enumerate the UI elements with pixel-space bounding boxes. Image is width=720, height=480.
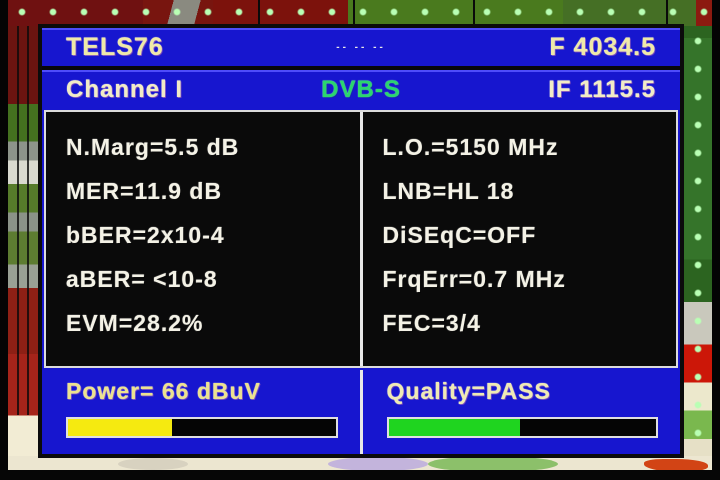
video-line xyxy=(473,0,475,26)
panel-divider xyxy=(359,112,363,366)
channel-label: Channel I xyxy=(66,76,184,103)
measurement-row-lnb: LNB=HL 18 xyxy=(382,178,515,204)
measurement-row-nmarg: N.Marg=5.5 dB xyxy=(66,134,240,160)
dvb-standard-label: DVB-S xyxy=(321,76,401,103)
video-segment xyxy=(143,0,213,26)
video-blob-gray xyxy=(118,458,188,470)
video-line xyxy=(353,0,355,26)
video-background-bottom xyxy=(8,456,712,472)
measurement-row-bber: bBER=2x10-4 xyxy=(66,222,225,248)
header-separator-dashes: -- -- -- xyxy=(336,41,386,53)
header-bar: TELS76 -- -- -- F 4034.5 xyxy=(42,28,680,64)
bar-divider xyxy=(42,66,680,70)
signal-meter-osd: TELS76 -- -- -- F 4034.5 Channel I DVB-S… xyxy=(38,24,684,458)
video-blob-red xyxy=(644,459,708,472)
measurement-row-evm: EVM=28.2% xyxy=(66,310,204,336)
measurement-row-lo: L.O.=5150 MHz xyxy=(382,134,559,160)
video-segment xyxy=(563,0,696,26)
measurements-column-left: N.Marg=5.5 dB MER=11.9 dB bBER=2x10-4 aB… xyxy=(46,112,360,366)
measurement-row-diseqc: DiSEqC=OFF xyxy=(382,222,537,248)
osd-inner: TELS76 -- -- -- F 4034.5 Channel I DVB-S… xyxy=(42,28,680,454)
frequency-readout: F 4034.5 xyxy=(549,32,657,61)
measurement-row-mer: MER=11.9 dB xyxy=(66,178,223,204)
video-segment xyxy=(348,0,563,26)
video-blob-green xyxy=(428,456,558,472)
measurement-row-aber: aBER= <10-8 xyxy=(66,266,218,292)
power-bar xyxy=(66,417,338,438)
video-background-right xyxy=(684,0,712,472)
measurement-row-fec: FEC=3/4 xyxy=(382,310,481,336)
video-line xyxy=(666,0,668,26)
video-segment xyxy=(8,0,143,26)
power-bar-fill xyxy=(68,419,173,436)
video-segment xyxy=(696,0,712,26)
video-blob-purple xyxy=(328,457,428,471)
video-background-left xyxy=(8,0,39,472)
quality-label: Quality=PASS xyxy=(386,378,551,404)
video-line xyxy=(258,0,260,26)
bottom-section: Power= 66 dBuV Quality=PASS xyxy=(42,370,680,454)
video-background-top xyxy=(8,0,712,26)
video-segment xyxy=(213,0,348,26)
measurements-panel: N.Marg=5.5 dB MER=11.9 dB bBER=2x10-4 aB… xyxy=(44,110,678,368)
if-frequency-readout: IF 1115.5 xyxy=(548,76,657,103)
bottom-divider xyxy=(359,370,363,454)
channel-bar: Channel I DVB-S IF 1115.5 xyxy=(42,70,680,108)
video-letterbox-bar xyxy=(0,470,720,480)
quality-bar-fill xyxy=(388,419,520,436)
measurements-column-right: L.O.=5150 MHz LNB=HL 18 DiSEqC=OFF FrqEr… xyxy=(363,112,677,366)
quality-section: Quality=PASS xyxy=(363,370,681,454)
power-section: Power= 66 dBuV xyxy=(42,370,360,454)
meter-title: TELS76 xyxy=(66,32,164,61)
measurement-row-frqerr: FrqErr=0.7 MHz xyxy=(382,266,566,292)
power-label: Power= 66 dBuV xyxy=(66,378,261,404)
quality-bar xyxy=(386,417,658,438)
